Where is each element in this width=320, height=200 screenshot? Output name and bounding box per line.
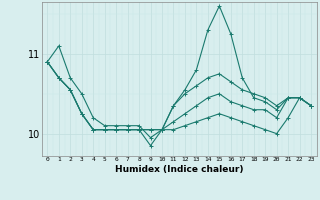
X-axis label: Humidex (Indice chaleur): Humidex (Indice chaleur) (115, 165, 244, 174)
